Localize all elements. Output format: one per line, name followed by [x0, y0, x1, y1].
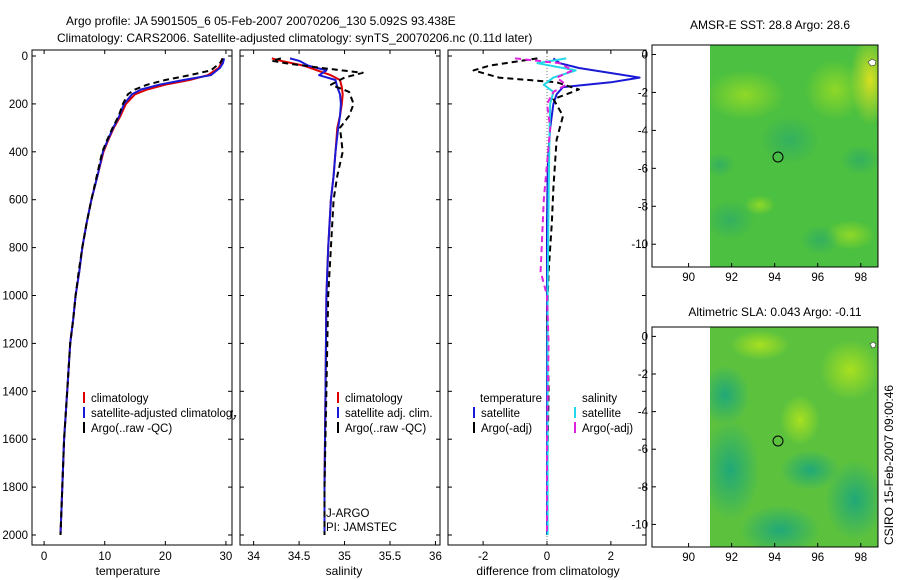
- sst-heatmap: [710, 45, 878, 267]
- sla-argo-marker: [772, 435, 784, 447]
- y-tick-label: 800: [9, 243, 28, 255]
- map-y-tick-label: -2: [638, 87, 648, 99]
- sst-map-title: AMSR-E SST: 28.8 Argo: 28.6: [690, 18, 850, 32]
- y-tick-label: 200: [9, 99, 28, 111]
- map-x-tick-label: 96: [811, 272, 824, 284]
- legend-satellite-t: satellite: [481, 408, 520, 420]
- legend-satellite-s: satellite: [582, 408, 621, 420]
- sla-map-axes: 90 92 94 96 98 0 -2 -4 -6 -8 -10: [631, 331, 867, 564]
- x-tick-label: 34: [247, 551, 260, 563]
- y-tick-label: 1000: [2, 291, 28, 303]
- difference-chart: -2 0 2: [448, 50, 646, 563]
- sst-argo-marker: [772, 151, 784, 163]
- x-tick-label: 2: [608, 551, 614, 563]
- sst-map-axes: 90 92 94 96 98 0 -2 -4 -6 -8 -10: [631, 49, 867, 284]
- legend-argo: Argo(..raw -QC): [91, 423, 172, 435]
- sla-heatmap: [710, 327, 878, 547]
- map-x-tick-label: 98: [854, 552, 867, 564]
- x-tick-label: 34.5: [288, 551, 310, 563]
- temperature-plot-frame: [31, 49, 233, 546]
- y-tick-label: 2000: [2, 530, 28, 542]
- map-x-tick-label: 94: [768, 552, 781, 564]
- x-tick-label: 35: [338, 551, 351, 563]
- legend-temperature-header: temperature: [480, 393, 542, 405]
- map-y-tick-label: -6: [638, 444, 648, 456]
- map-x-tick-label: 90: [682, 552, 695, 564]
- difference-axis-label: difference from climatology: [476, 564, 619, 578]
- legend-climatology: climatology: [91, 393, 149, 405]
- x-tick-label: 20: [159, 551, 172, 563]
- map-x-tick-label: 96: [811, 552, 824, 564]
- figure-subtitle: Climatology: CARS2006. Satellite-adjuste…: [57, 31, 532, 45]
- map-x-tick-label: 98: [854, 272, 867, 284]
- map-x-tick-label: 90: [682, 272, 695, 284]
- series-line-argo-raw-qc-: [270, 57, 364, 535]
- map-x-tick-label: 94: [768, 272, 781, 284]
- map-y-tick-label: -4: [638, 407, 649, 419]
- series-line-argo-adj-salinity: [514, 57, 574, 535]
- y-tick-label: 1200: [2, 338, 28, 350]
- legend-argo-s: Argo(..raw -QC): [345, 423, 426, 435]
- salinity-chart: 34 34.5 35 35.5 36: [240, 50, 442, 563]
- x-tick-label: 0: [544, 551, 550, 563]
- y-tick-label: 400: [9, 147, 28, 159]
- series-line-satellite-salinity-: [536, 57, 577, 535]
- temperature-legend: climatology satellite-adjusted climatolo…: [83, 392, 238, 435]
- y-tick-label: 1600: [2, 434, 28, 446]
- legend-argo-t: Argo(-adj): [481, 423, 532, 435]
- series-line-satellite-adj-clim-: [289, 57, 342, 535]
- sla-map-title: Altimetric SLA: 0.043 Argo: -0.11: [688, 305, 862, 319]
- sst-land-icon: [867, 58, 877, 67]
- legend-argo-s-diff: Argo(-adj): [582, 423, 633, 435]
- map-y-tick-label: 0: [642, 49, 648, 61]
- figure-title: Argo profile: JA 5901505_6 05-Feb-2007 2…: [66, 14, 456, 28]
- map-y-tick-label: -4: [638, 125, 649, 137]
- x-tick-label: 0: [41, 551, 47, 563]
- salinity-plot-frame: [239, 49, 441, 546]
- y-tick-label: 600: [9, 195, 28, 207]
- series-line-climatology: [59, 58, 224, 536]
- sla-map-frame: [651, 326, 879, 548]
- map-y-tick-label: -8: [638, 482, 648, 494]
- y-tick-label: 0: [22, 51, 28, 63]
- series-line-satellite-adjusted-climatology: [59, 58, 226, 536]
- temperature-chart: 0 10 20 30 0 200 400 600 800 1000 1200 1400 1600 1800…: [2, 50, 232, 563]
- legend-satellite-adj-s: satellite adj. clim.: [345, 408, 433, 420]
- x-tick-label: 30: [220, 551, 233, 563]
- x-tick-label: 36: [429, 551, 442, 563]
- x-tick-label: 35.5: [379, 551, 401, 563]
- map-y-tick-label: -2: [638, 369, 648, 381]
- legend-salinity-header: salinity: [582, 393, 617, 405]
- jargo-label: J-ARGO: [326, 508, 370, 520]
- pi-label: PI: JAMSTEC: [326, 522, 397, 534]
- series-line-argo-raw-qc-: [59, 57, 224, 536]
- map-x-tick-label: 92: [725, 272, 738, 284]
- csiro-timestamp-label: CSIRO 15-Feb-2007 09:00:46: [882, 385, 896, 545]
- series-line-argo-adj-: [472, 57, 580, 535]
- salinity-legend: climatology satellite adj. clim. Argo(..…: [337, 392, 433, 435]
- sst-map-frame: [651, 44, 879, 268]
- y-tick-label: 1400: [2, 386, 28, 398]
- series-line-satellite: [546, 57, 641, 535]
- map-y-tick-label: -10: [631, 519, 648, 531]
- map-x-tick-label: 92: [725, 552, 738, 564]
- x-tick-label: -2: [478, 551, 488, 563]
- map-y-tick-label: -6: [638, 163, 648, 175]
- series-line-climatology: [271, 57, 344, 535]
- x-tick-label: 10: [98, 551, 111, 563]
- map-y-tick-label: 0: [642, 331, 648, 343]
- sla-land-icon: [869, 341, 877, 349]
- temperature-axis-label: temperature: [96, 564, 161, 578]
- legend-satellite-adjusted: satellite-adjusted climatology: [91, 408, 238, 420]
- legend-climatology-s: climatology: [345, 393, 403, 405]
- salinity-axis-label: salinity: [326, 564, 363, 578]
- y-tick-label: 1800: [2, 482, 28, 494]
- difference-legend: temperature salinity satellite Argo(-adj…: [473, 393, 633, 435]
- map-y-tick-label: -10: [631, 239, 648, 251]
- map-y-tick-label: -8: [638, 201, 648, 213]
